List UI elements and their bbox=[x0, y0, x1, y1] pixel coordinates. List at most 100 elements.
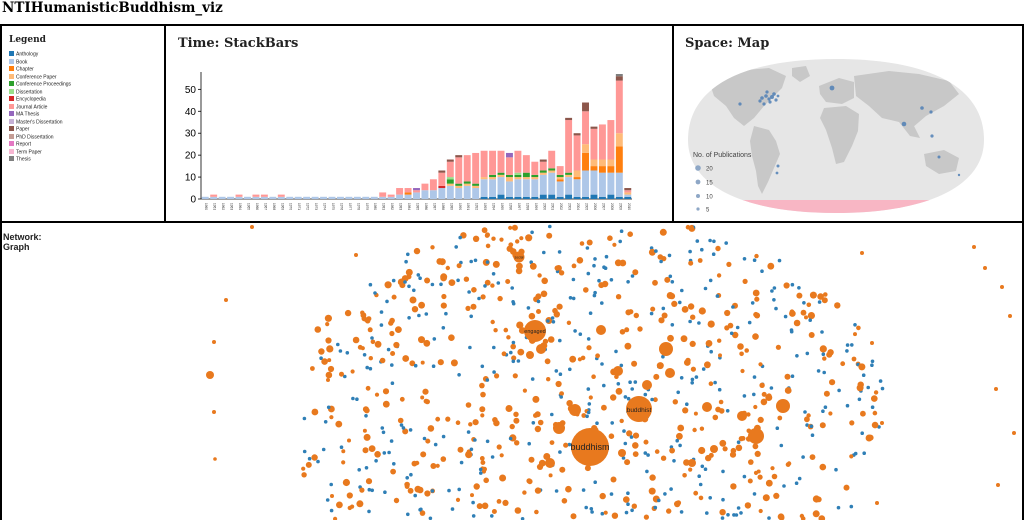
graph-node[interactable] bbox=[444, 311, 448, 316]
graph-node[interactable] bbox=[324, 314, 332, 322]
graph-node[interactable] bbox=[577, 357, 583, 362]
graph-node[interactable] bbox=[812, 510, 820, 518]
graph-node[interactable] bbox=[301, 472, 307, 478]
graph-node[interactable] bbox=[491, 509, 497, 514]
graph-node[interactable] bbox=[382, 400, 390, 408]
graph-node[interactable] bbox=[777, 258, 782, 263]
graph-node[interactable] bbox=[621, 456, 626, 460]
graph-node[interactable] bbox=[501, 351, 507, 357]
graph-node[interactable] bbox=[430, 282, 435, 287]
graph-node[interactable] bbox=[514, 507, 522, 514]
graph-node[interactable] bbox=[650, 306, 656, 312]
graph-node[interactable] bbox=[535, 293, 542, 300]
graph-node[interactable] bbox=[404, 259, 408, 264]
graph-node[interactable] bbox=[860, 431, 864, 435]
graph-node[interactable] bbox=[771, 473, 778, 480]
graph-node[interactable] bbox=[744, 502, 752, 509]
bar-segment[interactable] bbox=[582, 111, 589, 145]
graph-node[interactable] bbox=[473, 258, 478, 263]
graph-node[interactable] bbox=[820, 330, 824, 334]
graph-node[interactable] bbox=[750, 301, 755, 305]
graph-node[interactable] bbox=[806, 302, 812, 308]
graph-node[interactable] bbox=[530, 377, 535, 381]
graph-node[interactable] bbox=[457, 446, 464, 453]
graph-node[interactable] bbox=[853, 323, 857, 327]
graph-node[interactable] bbox=[527, 441, 531, 446]
graph-node[interactable] bbox=[822, 370, 826, 375]
bar-segment[interactable] bbox=[590, 194, 598, 199]
graph-node[interactable] bbox=[350, 504, 355, 509]
graph-node[interactable] bbox=[592, 293, 597, 298]
bar-segment[interactable] bbox=[522, 172, 530, 178]
graph-node[interactable] bbox=[628, 380, 632, 384]
bar-segment[interactable] bbox=[396, 188, 404, 195]
bar-segment[interactable] bbox=[539, 170, 547, 173]
graph-node[interactable] bbox=[517, 348, 525, 356]
graph-node[interactable] bbox=[469, 259, 474, 264]
graph-node[interactable] bbox=[661, 306, 666, 311]
graph-node[interactable] bbox=[754, 253, 759, 259]
graph-node[interactable] bbox=[363, 433, 371, 441]
graph-node[interactable] bbox=[418, 301, 425, 309]
graph-node[interactable] bbox=[441, 293, 447, 300]
graph-node[interactable] bbox=[526, 351, 534, 359]
graph-node[interactable] bbox=[769, 386, 774, 390]
graph-node[interactable] bbox=[815, 496, 822, 503]
graph-node[interactable] bbox=[301, 466, 306, 471]
graph-node[interactable] bbox=[516, 359, 521, 363]
graph-node[interactable] bbox=[596, 325, 606, 335]
graph-node[interactable] bbox=[425, 438, 431, 444]
graph-node[interactable] bbox=[566, 320, 572, 325]
graph-node[interactable] bbox=[746, 412, 751, 417]
bar-segment[interactable] bbox=[615, 133, 623, 147]
bar-segment[interactable] bbox=[539, 159, 547, 162]
graph-node[interactable] bbox=[801, 455, 805, 459]
graph-node[interactable] bbox=[511, 340, 516, 345]
graph-node[interactable] bbox=[804, 315, 808, 320]
graph-node[interactable] bbox=[870, 359, 875, 364]
graph-node[interactable] bbox=[310, 366, 315, 371]
graph-node[interactable] bbox=[417, 313, 421, 318]
graph-node[interactable] bbox=[615, 294, 622, 300]
graph-node[interactable] bbox=[703, 467, 708, 471]
graph-node[interactable] bbox=[411, 306, 419, 313]
graph-node[interactable] bbox=[735, 325, 740, 330]
bar-segment[interactable] bbox=[497, 150, 505, 173]
graph-node[interactable] bbox=[505, 279, 511, 284]
graph-node[interactable] bbox=[589, 507, 594, 511]
bar-segment[interactable] bbox=[598, 196, 606, 199]
graph-node[interactable] bbox=[624, 510, 629, 515]
graph-node[interactable] bbox=[653, 397, 658, 403]
bar-segment[interactable] bbox=[379, 192, 387, 197]
bar-segment[interactable] bbox=[260, 196, 268, 199]
graph-node[interactable] bbox=[368, 356, 373, 361]
bar-segment[interactable] bbox=[522, 196, 530, 199]
graph-node[interactable] bbox=[496, 499, 502, 504]
bar-segment[interactable] bbox=[489, 196, 497, 199]
graph-node[interactable] bbox=[595, 421, 599, 425]
graph-node[interactable] bbox=[616, 382, 621, 386]
graph-node[interactable] bbox=[536, 299, 541, 304]
bar-segment[interactable] bbox=[556, 179, 564, 182]
graph-node[interactable] bbox=[593, 290, 597, 295]
graph-node[interactable] bbox=[466, 430, 471, 434]
bar-segment[interactable] bbox=[396, 194, 404, 199]
graph-node[interactable] bbox=[559, 466, 566, 473]
graph-node[interactable] bbox=[708, 278, 713, 283]
graph-node[interactable] bbox=[716, 273, 722, 278]
graph-node[interactable] bbox=[578, 332, 583, 336]
graph-node[interactable] bbox=[389, 330, 395, 337]
graph-node[interactable] bbox=[483, 284, 487, 288]
graph-node[interactable] bbox=[382, 388, 390, 395]
graph-node[interactable] bbox=[840, 361, 846, 367]
bar-segment[interactable] bbox=[455, 157, 463, 184]
graph-node[interactable] bbox=[440, 302, 447, 309]
graph-node[interactable] bbox=[468, 422, 473, 427]
graph-node[interactable] bbox=[370, 488, 375, 493]
graph-node[interactable] bbox=[661, 312, 668, 319]
graph-node[interactable] bbox=[569, 355, 577, 363]
graph-node[interactable] bbox=[719, 439, 727, 447]
graph-node[interactable] bbox=[343, 374, 347, 379]
graph-node[interactable] bbox=[827, 349, 834, 356]
graph-node[interactable] bbox=[490, 514, 494, 518]
